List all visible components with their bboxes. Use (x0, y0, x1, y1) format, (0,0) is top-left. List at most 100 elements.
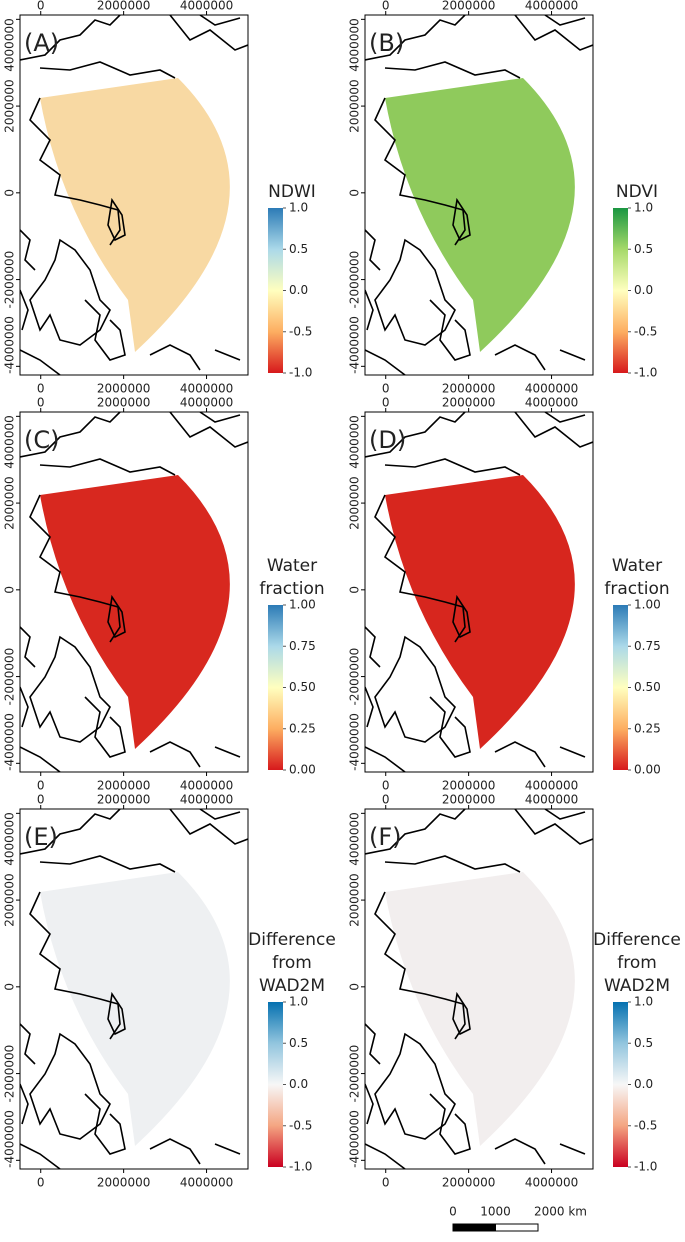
colorbar-tick-label: 0.0 (289, 1077, 308, 1091)
y-tick-label: -2000000 (3, 648, 17, 706)
y-tick-label: 0 (3, 586, 17, 594)
scale-segment (452, 1223, 496, 1232)
data-fan (385, 475, 575, 749)
scale-label: 1000 (480, 1205, 511, 1219)
colorbar-tick-label: 0.50 (634, 680, 661, 694)
x-tick-label: 4000000 (180, 0, 233, 13)
map-frame (19, 411, 249, 773)
scale-label: 0 (449, 1205, 457, 1219)
colorbar (268, 208, 283, 373)
colorbar-tick-label: 1.0 (634, 201, 653, 215)
x-tick-label: 0 (382, 793, 390, 807)
scale-bar: 0 1000 2000 km (449, 1205, 587, 1232)
x-tick-label: 0 (382, 779, 390, 793)
x-tick-label: 2000000 (97, 779, 150, 793)
x-tick-label: 2000000 (97, 0, 150, 13)
x-tick-label: 4000000 (525, 793, 578, 807)
panel-label: (D) (369, 426, 406, 454)
x-tick-label: 2000000 (442, 1176, 495, 1190)
y-tick-label: -4000000 (3, 316, 17, 374)
x-tick-label: 4000000 (525, 1176, 578, 1190)
data-fan (385, 78, 575, 352)
colorbar-tick-label: 1.0 (634, 995, 653, 1009)
x-tick-label: 4000000 (525, 396, 578, 410)
x-tick-label: 0 (382, 396, 390, 410)
y-tick-label: -2000000 (3, 251, 17, 309)
colorbar-tick-label: 0.0 (289, 283, 308, 297)
panel-label: (E) (24, 823, 58, 851)
map-area (365, 412, 593, 772)
colorbar-tick-label: 0.5 (289, 242, 308, 256)
y-tick-label: -2000000 (3, 1045, 17, 1103)
y-tick-label: 0 (3, 189, 17, 197)
legend-title: fraction (604, 579, 669, 599)
colorbar-tick-label: 0.5 (634, 1036, 653, 1050)
colorbar-tick-label: 0.5 (634, 242, 653, 256)
data-fan (40, 872, 230, 1146)
colorbar-tick-label: 0.5 (289, 1036, 308, 1050)
colorbar-tick-label: 1.0 (289, 201, 308, 215)
x-tick-label: 0 (37, 0, 45, 13)
map-panel: (D) 0 0 2000000 2000000 4000000 4000000 -400000… (348, 396, 670, 793)
legend-title: WAD2M (604, 976, 670, 996)
y-tick-label: 2000000 (3, 476, 17, 529)
scale-label: 2000 km (534, 1205, 587, 1219)
colorbar (613, 208, 628, 373)
x-tick-label: 2000000 (442, 779, 495, 793)
colorbar-tick-label: -0.5 (634, 324, 657, 338)
map-area (20, 412, 248, 772)
colorbar-tick-label: 1.00 (634, 598, 661, 612)
colorbar-tick-label: -1.0 (289, 366, 312, 380)
y-tick-label: 4000000 (3, 812, 17, 865)
x-tick-label: 2000000 (97, 793, 150, 807)
x-tick-label: 2000000 (97, 382, 150, 396)
x-tick-label: 0 (37, 779, 45, 793)
scale-segment (495, 1223, 539, 1232)
legend-title: Difference (248, 930, 336, 950)
colorbar (613, 1002, 628, 1167)
x-tick-label: 0 (37, 1176, 45, 1190)
x-tick-label: 0 (37, 396, 45, 410)
x-tick-label: 2000000 (97, 1176, 150, 1190)
y-tick-label: 0 (348, 189, 362, 197)
map-panel: (C) 0 0 2000000 2000000 4000000 4000000 -400000… (3, 396, 325, 793)
y-tick-label: 2000000 (348, 476, 362, 529)
legend-title: Water (267, 556, 317, 576)
map-area (20, 15, 248, 375)
colorbar-tick-label: -0.5 (289, 1118, 312, 1132)
y-tick-label: 2000000 (3, 79, 17, 132)
map-area (365, 809, 593, 1169)
x-tick-label: 4000000 (180, 396, 233, 410)
y-tick-label: -2000000 (348, 648, 362, 706)
legend-title: NDVI (616, 182, 658, 202)
colorbar-tick-label: 0.0 (634, 1077, 653, 1091)
map-panel: (F) 0 0 2000000 2000000 4000000 4000000 -400000… (348, 793, 681, 1190)
x-tick-label: 2000000 (97, 396, 150, 410)
x-tick-label: 4000000 (525, 779, 578, 793)
y-tick-label: 2000000 (348, 873, 362, 926)
legend-title: Difference (593, 930, 681, 950)
data-fan (40, 475, 230, 749)
x-tick-label: 4000000 (180, 779, 233, 793)
colorbar-tick-label: 1.00 (289, 598, 316, 612)
colorbar-tick-label: -1.0 (634, 366, 657, 380)
y-tick-label: 0 (348, 983, 362, 991)
x-tick-label: 2000000 (442, 793, 495, 807)
x-tick-label: 4000000 (525, 0, 578, 13)
colorbar-tick-label: 0.00 (634, 763, 661, 777)
y-tick-label: -4000000 (348, 1110, 362, 1168)
colorbar-tick-label: -1.0 (634, 1160, 657, 1174)
colorbar-tick-label: 0.75 (289, 639, 316, 653)
map-frame (364, 411, 594, 773)
x-tick-label: 4000000 (180, 382, 233, 396)
colorbar-tick-label: -0.5 (634, 1118, 657, 1132)
colorbar-tick-label: 0.25 (634, 721, 661, 735)
legend-title: WAD2M (259, 976, 325, 996)
map-area (20, 809, 248, 1169)
y-tick-label: 2000000 (3, 873, 17, 926)
y-tick-label: 4000000 (348, 18, 362, 71)
x-tick-label: 0 (382, 0, 390, 13)
y-tick-label: 4000000 (348, 415, 362, 468)
